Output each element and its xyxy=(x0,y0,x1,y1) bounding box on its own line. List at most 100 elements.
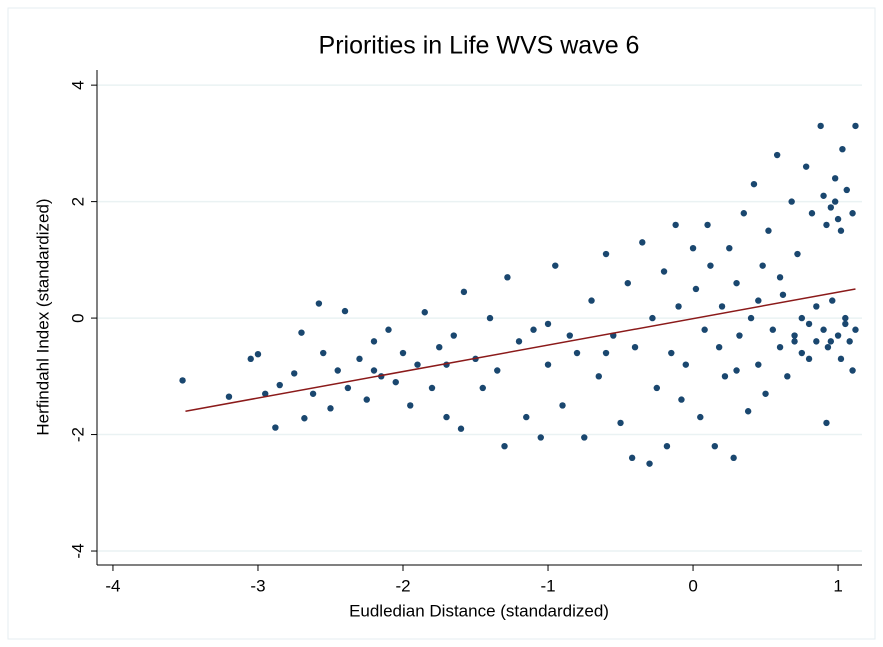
y-tick-label: -2 xyxy=(68,427,87,442)
point xyxy=(334,367,341,374)
point xyxy=(486,314,494,322)
point xyxy=(802,163,810,170)
point xyxy=(779,291,787,298)
point xyxy=(733,367,740,374)
point xyxy=(733,279,740,287)
point xyxy=(672,221,679,229)
point xyxy=(660,268,668,275)
point xyxy=(581,434,588,441)
point xyxy=(370,338,378,345)
point xyxy=(820,192,827,199)
point xyxy=(653,384,660,392)
point xyxy=(588,297,595,304)
point xyxy=(765,227,772,234)
x-axis-label: Eudledian Distance (standardized) xyxy=(349,601,609,620)
point xyxy=(730,454,737,462)
point xyxy=(443,413,450,421)
point xyxy=(649,314,656,322)
point xyxy=(773,151,781,159)
point xyxy=(808,210,816,217)
point xyxy=(750,180,758,188)
point xyxy=(823,419,830,427)
point xyxy=(852,326,859,333)
point xyxy=(628,454,636,462)
point xyxy=(501,443,508,450)
chart-title: Priorities in Life WVS wave 6 xyxy=(319,32,640,60)
point xyxy=(849,210,856,217)
point xyxy=(682,361,689,368)
point xyxy=(813,303,820,310)
point xyxy=(617,419,624,427)
point xyxy=(788,198,795,205)
point xyxy=(704,221,711,229)
point xyxy=(247,355,254,363)
point xyxy=(544,320,552,328)
point xyxy=(711,443,719,450)
point xyxy=(320,349,327,357)
point xyxy=(407,402,414,409)
point xyxy=(791,338,798,345)
point xyxy=(298,329,305,336)
point xyxy=(726,245,733,252)
point xyxy=(718,303,726,310)
x-tick-label: 1 xyxy=(833,576,842,595)
point xyxy=(663,443,671,450)
point xyxy=(602,349,610,357)
point xyxy=(843,186,850,194)
point xyxy=(721,373,729,380)
point xyxy=(798,314,806,322)
point xyxy=(823,221,830,229)
point xyxy=(399,349,407,357)
x-tick-label: -4 xyxy=(105,576,120,595)
point xyxy=(179,377,186,384)
point xyxy=(494,367,501,374)
point xyxy=(744,408,752,415)
point xyxy=(837,227,845,234)
point xyxy=(715,344,723,351)
point xyxy=(701,326,708,333)
point xyxy=(697,413,704,421)
point xyxy=(301,415,308,422)
point xyxy=(736,332,743,339)
point xyxy=(827,204,835,211)
point xyxy=(272,424,279,431)
point xyxy=(602,250,610,258)
point xyxy=(834,332,842,339)
point xyxy=(327,405,334,412)
point xyxy=(315,300,323,307)
y-axis-label: Herfindahl Index (standardized) xyxy=(33,198,52,435)
x-tick-label: 0 xyxy=(688,576,697,595)
point xyxy=(740,210,748,217)
point xyxy=(829,297,836,304)
x-tick-label: -2 xyxy=(395,576,410,595)
point xyxy=(254,350,262,358)
point xyxy=(776,344,784,351)
point xyxy=(824,344,832,351)
point xyxy=(784,373,791,380)
point xyxy=(460,288,468,296)
point xyxy=(837,355,845,363)
point xyxy=(291,370,298,377)
point xyxy=(515,338,523,345)
point xyxy=(831,198,839,205)
point xyxy=(776,274,784,281)
point xyxy=(842,320,849,328)
y-tick-label: 2 xyxy=(68,197,87,206)
point xyxy=(817,122,824,130)
point xyxy=(798,349,806,357)
point xyxy=(707,262,714,269)
point xyxy=(356,355,363,363)
point xyxy=(769,326,777,333)
point xyxy=(842,314,849,322)
point xyxy=(831,175,839,182)
point xyxy=(392,378,399,386)
point xyxy=(573,349,581,357)
point xyxy=(421,309,428,316)
point xyxy=(309,390,317,397)
point xyxy=(276,381,283,389)
point xyxy=(834,215,842,223)
point xyxy=(692,285,700,293)
point xyxy=(678,396,685,403)
point xyxy=(755,361,762,368)
